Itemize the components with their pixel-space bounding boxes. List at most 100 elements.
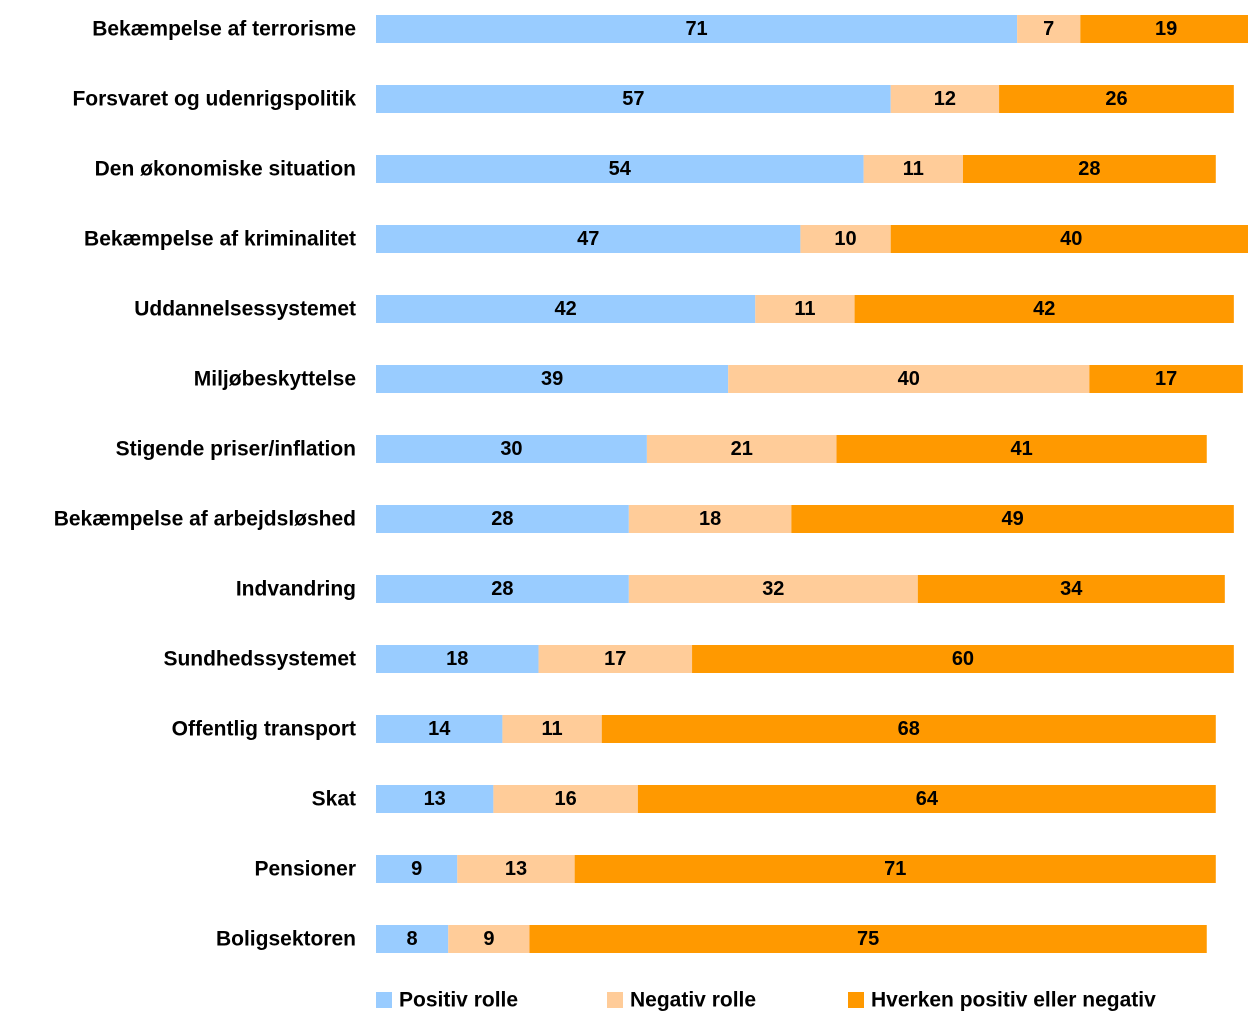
legend-label: Hverken positiv eller negativ [871, 989, 1156, 1012]
legend-swatch [848, 992, 864, 1008]
data-label: 28 [1078, 158, 1100, 180]
category-label: Miljøbeskyttelse [194, 368, 356, 391]
legend-label: Positiv rolle [399, 989, 518, 1012]
data-label: 30 [500, 438, 522, 460]
bar-segment-3 [962, 155, 1216, 183]
bar-segment-1 [376, 855, 458, 883]
data-label: 75 [857, 928, 879, 950]
bar-segment-2 [538, 645, 693, 673]
category-label: Sundhedssystemet [163, 648, 356, 671]
data-label: 10 [834, 228, 856, 250]
data-label: 12 [934, 88, 956, 110]
data-label: 42 [555, 298, 577, 320]
data-label: 8 [407, 928, 418, 950]
bar-segment-3 [1080, 15, 1248, 43]
bar-segment-2 [628, 575, 918, 603]
bar-segment-3 [637, 785, 1216, 813]
data-label: 34 [1060, 578, 1083, 600]
data-label: 18 [699, 508, 721, 530]
bar-segment-3 [574, 855, 1216, 883]
bar-segment-1 [376, 365, 729, 393]
data-label: 28 [491, 508, 513, 530]
bar-segment-1 [376, 155, 864, 183]
category-label: Bekæmpelse af kriminalitet [84, 228, 356, 251]
bar-segment-3 [1089, 365, 1243, 393]
data-label: 28 [491, 578, 513, 600]
data-label: 11 [542, 718, 563, 740]
data-label: 41 [1011, 438, 1033, 460]
bar-segment-2 [628, 505, 792, 533]
category-label: Boligsektoren [216, 928, 356, 951]
legend-swatch [607, 992, 623, 1008]
data-label: 11 [794, 298, 815, 320]
bar-segment-3 [836, 435, 1207, 463]
data-label: 18 [446, 648, 468, 670]
bar-segment-2 [890, 85, 1000, 113]
category-label: Uddannelsessystemet [134, 298, 356, 321]
category-label: Offentlig transport [172, 718, 356, 741]
data-label: 42 [1033, 298, 1055, 320]
data-label: 26 [1105, 88, 1127, 110]
data-label: 16 [555, 788, 577, 810]
data-label: 68 [898, 718, 920, 740]
data-label: 7 [1043, 18, 1054, 40]
data-label: 54 [609, 158, 632, 180]
bar-segment-1 [376, 15, 1018, 43]
data-label: 40 [898, 368, 920, 390]
bar-segment-2 [493, 785, 638, 813]
category-label: Bekæmpelse af arbejdsløshed [54, 508, 356, 531]
bar-segment-2 [502, 715, 602, 743]
bar-segment-2 [646, 435, 837, 463]
category-label: Pensioner [254, 858, 356, 881]
data-label: 13 [505, 858, 527, 880]
bar-segment-1 [376, 575, 629, 603]
data-label: 9 [483, 928, 494, 950]
bar-segment-3 [999, 85, 1234, 113]
bar-segment-1 [376, 715, 503, 743]
category-label: Den økonomiske situation [95, 158, 356, 181]
data-label: 17 [604, 648, 626, 670]
bar-segment-2 [457, 855, 575, 883]
category-label: Forsvaret og udenrigspolitik [72, 88, 356, 111]
data-label: 40 [1060, 228, 1082, 250]
bar-segment-3 [529, 925, 1207, 953]
bar-segment-2 [448, 925, 530, 953]
bar-segment-2 [728, 365, 1090, 393]
data-label: 57 [622, 88, 644, 110]
data-label: 9 [411, 858, 422, 880]
data-label: 49 [1001, 508, 1023, 530]
bar-segment-1 [376, 505, 629, 533]
data-label: 32 [762, 578, 784, 600]
bar-segment-2 [863, 155, 963, 183]
bar-segment-2 [755, 295, 855, 323]
bar-segment-1 [376, 295, 756, 323]
data-label: 21 [731, 438, 753, 460]
bar-segment-1 [376, 645, 539, 673]
bar-segment-1 [376, 225, 801, 253]
bar-segment-3 [854, 295, 1234, 323]
data-label: 19 [1155, 18, 1177, 40]
bar-segment-3 [791, 505, 1234, 533]
category-label: Indvandring [236, 578, 356, 601]
bar-segment-2 [800, 225, 891, 253]
category-label: Stigende priser/inflation [116, 438, 356, 461]
data-label: 13 [424, 788, 446, 810]
category-label: Skat [312, 788, 356, 811]
data-label: 17 [1155, 368, 1177, 390]
data-label: 71 [884, 858, 906, 880]
bar-segment-3 [917, 575, 1225, 603]
data-label: 39 [541, 368, 563, 390]
data-label: 60 [952, 648, 974, 670]
bar-segment-1 [376, 785, 494, 813]
data-label: 64 [916, 788, 939, 810]
data-label: 71 [685, 18, 707, 40]
category-label: Bekæmpelse af terrorisme [92, 18, 356, 41]
bar-segment-1 [376, 925, 449, 953]
bar-segment-3 [692, 645, 1234, 673]
data-label: 47 [577, 228, 599, 250]
bar-segment-1 [376, 85, 891, 113]
data-label: 11 [903, 158, 924, 180]
bar-segment-2 [1017, 15, 1081, 43]
bar-segment-1 [376, 435, 647, 463]
